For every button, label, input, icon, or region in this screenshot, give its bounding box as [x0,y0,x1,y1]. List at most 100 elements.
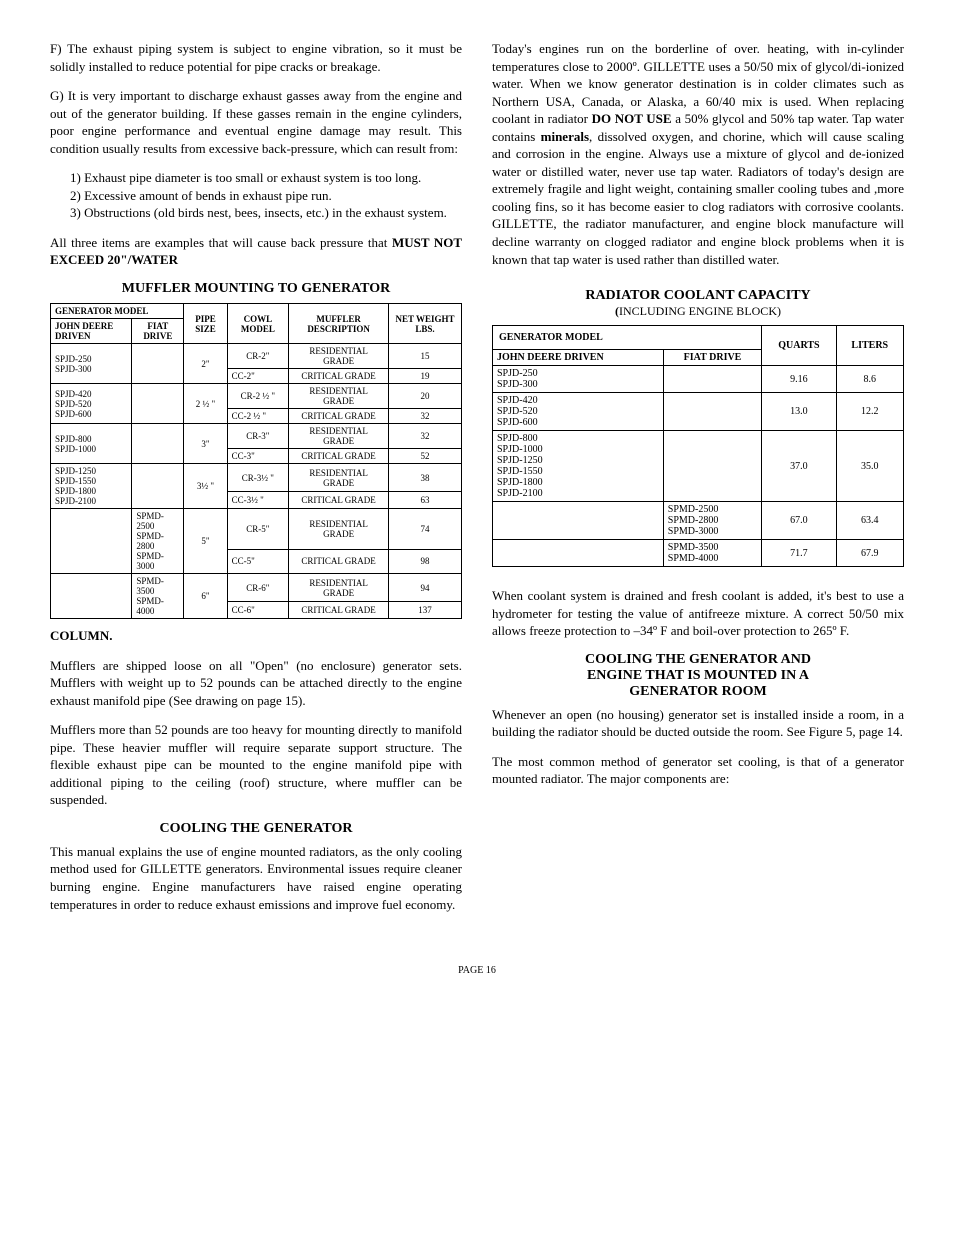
table-header: LITERS [836,326,903,366]
table-cell: CRITICAL GRADE [289,369,389,384]
room-para-1: Whenever an open (no housing) generator … [492,706,904,741]
table-cell [132,384,184,424]
table-header: JOHN DEERE DRIVEN [51,319,132,344]
table-cell: 137 [389,602,462,619]
cause-list: 1) Exhaust pipe diameter is too small or… [70,169,462,222]
table-cell: 32 [389,424,462,449]
table-cell: 20 [389,384,462,409]
room-para-2: The most common method of generator set … [492,753,904,788]
page-footer: PAGE 16 [50,965,904,976]
table-cell [132,344,184,384]
table-cell: 63.4 [836,502,903,540]
list-item: 1) Exhaust pipe diameter is too small or… [86,169,462,187]
table-cell: 5" [184,509,227,574]
table-cell [663,393,761,431]
table-cell: CR-6" [227,574,288,602]
table-header: QUARTS [762,326,836,366]
table-cell: SPMD-3500SPMD-4000 [663,540,761,567]
table-cell: CC-3" [227,449,288,464]
table-cell: 15 [389,344,462,369]
table-cell: 2 ½ " [184,384,227,424]
cooling-title: COOLING THE GENERATOR [50,821,462,837]
table-cell: CRITICAL GRADE [289,549,389,573]
table-cell: CR-3" [227,424,288,449]
table-cell: RESIDENTIAL GRADE [289,384,389,409]
table-cell: RESIDENTIAL GRADE [289,464,389,492]
back-pressure-para: All three items are examples that will c… [50,234,462,269]
table-cell: RESIDENTIAL GRADE [289,574,389,602]
table-cell [132,464,184,509]
table-cell: 2" [184,344,227,384]
table-cell: 3½ " [184,464,227,509]
muffler-title: MUFFLER MOUNTING TO GENERATOR [50,281,462,297]
table-cell: 94 [389,574,462,602]
text: All three items are examples that will c… [50,235,392,250]
table-cell: 12.2 [836,393,903,431]
text-bold: minerals [541,129,589,144]
table-cell: 52 [389,449,462,464]
muffler-table: GENERATOR MODEL PIPE SIZE COWL MODEL MUF… [50,303,462,619]
table-cell: 38 [389,464,462,492]
table-cell: SPMD-3500SPMD-4000 [132,574,184,619]
table-cell: RESIDENTIAL GRADE [289,509,389,550]
table-header: GENERATOR MODEL [51,304,184,319]
table-cell: 19 [389,369,462,384]
table-cell: CRITICAL GRADE [289,409,389,424]
table-cell: 37.0 [762,431,836,502]
table-cell [51,509,132,574]
para-g: G) It is very important to discharge exh… [50,87,462,157]
radiator-title: RADIATOR COOLANT CAPACITY [492,288,904,304]
radiator-subtitle: ((INCLUDING ENGINE BLOCK)INCLUDING ENGIN… [492,304,904,319]
table-cell: 8.6 [836,366,903,393]
table-cell [493,540,664,567]
table-cell: SPMD-2500SPMD-2800SPMD-3000 [663,502,761,540]
table-cell: CRITICAL GRADE [289,602,389,619]
table-cell [51,574,132,619]
cooling-room-title: COOLING THE GENERATOR AND ENGINE THAT IS… [492,652,904,700]
table-cell: 9.16 [762,366,836,393]
muffler-para-2: Mufflers more than 52 pounds are too hea… [50,721,462,809]
table-cell: RESIDENTIAL GRADE [289,344,389,369]
left-column: F) The exhaust piping system is subject … [50,40,462,925]
table-cell: CR-2" [227,344,288,369]
table-cell: SPJD-420SPJD-520SPJD-600 [493,393,664,431]
table-cell: 63 [389,492,462,509]
table-cell: CRITICAL GRADE [289,449,389,464]
table-cell: SPJD-250SPJD-300 [51,344,132,384]
table-cell: 6" [184,574,227,619]
table-cell: 3" [184,424,227,464]
table-cell: 13.0 [762,393,836,431]
engine-para: Today's engines run on the borderline of… [492,40,904,268]
right-column: Today's engines run on the borderline of… [492,40,904,925]
cooling-para: This manual explains the use of engine m… [50,843,462,913]
table-cell [663,431,761,502]
page-columns: F) The exhaust piping system is subject … [50,40,904,925]
table-cell: CR-3½ " [227,464,288,492]
table-cell: SPJD-250SPJD-300 [493,366,664,393]
table-header: FIAT DRIVE [663,350,761,366]
table-header: MUFFLER DESCRIPTION [289,304,389,344]
table-cell: CC-6" [227,602,288,619]
table-cell: CR-5" [227,509,288,550]
table-cell: CC-2" [227,369,288,384]
table-cell: 35.0 [836,431,903,502]
list-item: 3) Obstructions (old birds nest, bees, i… [86,204,462,222]
hydrometer-para: When coolant system is drained and fresh… [492,587,904,640]
para-f: F) The exhaust piping system is subject … [50,40,462,75]
table-cell: SPJD-800SPJD-1000 [51,424,132,464]
list-item: 2) Excessive amount of bends in exhaust … [86,187,462,205]
table-cell: SPJD-1250SPJD-1550SPJD-1800SPJD-2100 [51,464,132,509]
table-cell: 67.0 [762,502,836,540]
muffler-para-1: Mufflers are shipped loose on all "Open"… [50,657,462,710]
table-cell: 32 [389,409,462,424]
table-cell [493,502,664,540]
table-cell: CC-5" [227,549,288,573]
table-cell: 71.7 [762,540,836,567]
table-cell: 74 [389,509,462,550]
table-cell: CC-3½ " [227,492,288,509]
table-cell: 67.9 [836,540,903,567]
text-bold: DO NOT USE [592,111,672,126]
table-header: PIPE SIZE [184,304,227,344]
column-label: COLUMN. [50,627,462,645]
table-cell: CRITICAL GRADE [289,492,389,509]
